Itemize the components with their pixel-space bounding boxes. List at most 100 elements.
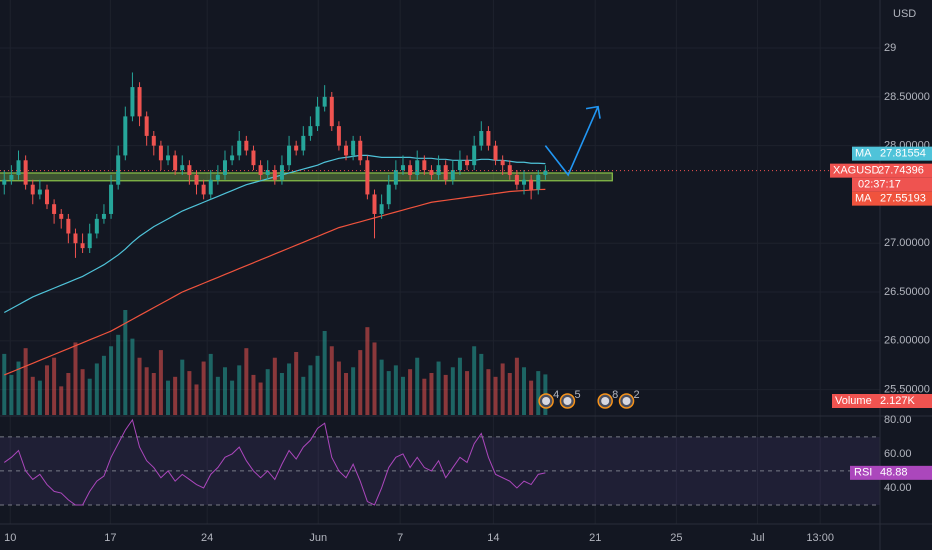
x-tick-label: Jun [309, 532, 327, 544]
volume-badge-name: Volume [835, 395, 872, 407]
rsi-badge [850, 465, 932, 480]
candle-body [457, 160, 462, 171]
arrow-head [585, 105, 601, 119]
candle-body [543, 170, 548, 175]
candle-body [344, 145, 349, 156]
candle-body [436, 165, 441, 175]
candle-body [522, 179, 527, 185]
x-tick-label: 21 [589, 532, 601, 544]
candle-body [44, 189, 49, 205]
event-flag [542, 397, 551, 405]
candle-body [408, 165, 413, 175]
candle-body [379, 204, 384, 214]
volume-bar [315, 355, 320, 415]
volume-bar [23, 348, 28, 415]
candle-body [294, 145, 299, 151]
volume-bar [294, 352, 299, 415]
volume-bar [465, 371, 470, 415]
candle-body [166, 155, 171, 161]
ma-blue-badge-name: MA [855, 148, 872, 160]
volume-bar [450, 367, 455, 415]
candle-body [465, 160, 470, 166]
volume-bar [123, 310, 128, 415]
volume-bar [59, 386, 64, 415]
volume-bar [379, 359, 384, 415]
volume-bar [87, 378, 92, 415]
price-badge [830, 163, 932, 178]
projection-arrow [544, 106, 599, 177]
volume-bar [500, 363, 505, 415]
candle-body [287, 145, 292, 166]
event-flag [622, 397, 631, 405]
candle-body [201, 184, 206, 195]
volume-bar [393, 365, 398, 415]
volume-bar [101, 355, 106, 415]
volume-bar [180, 359, 185, 415]
candle-body [130, 87, 135, 117]
candle-body [507, 165, 512, 175]
moving-average-line [4, 188, 546, 376]
candle-body [265, 170, 270, 175]
volume-bar [486, 369, 491, 415]
rsi-tick-label: 40.00 [884, 482, 912, 494]
volume-bar [158, 350, 163, 415]
volume-bar [166, 380, 171, 415]
ma-red-badge [852, 191, 932, 206]
candle-body [315, 106, 320, 127]
rsi-line [3, 418, 546, 506]
volume-bar [322, 331, 327, 415]
volume-bar [151, 373, 156, 415]
candle-body [251, 150, 256, 166]
y-tick-label: 26.50000 [884, 286, 930, 298]
volume-bar [443, 374, 448, 415]
candle-body [272, 170, 277, 180]
y-tick-label: 27.00000 [884, 237, 930, 249]
candle-body [123, 116, 128, 156]
candle-body [59, 213, 64, 219]
candle-body [258, 165, 263, 175]
candle-body [365, 160, 370, 195]
volume-bar [144, 367, 149, 415]
volume-bar [301, 376, 306, 415]
candle-body [500, 160, 505, 166]
candle-body [479, 131, 484, 146]
currency-bg [888, 6, 918, 22]
countdown: 02:37:17 [858, 179, 901, 191]
candle-body [308, 126, 313, 136]
volume-bar [308, 365, 313, 415]
volume-bar [52, 357, 57, 415]
volume-bar [529, 380, 534, 415]
volume-bar [116, 334, 121, 415]
volume-badge-value: 2.127K [880, 395, 916, 407]
volume-bar [472, 346, 477, 415]
volume-bar [372, 342, 377, 415]
volume-bar [230, 380, 235, 415]
x-tick-label: 7 [397, 532, 403, 544]
volume-bar [351, 367, 356, 415]
candle-body [322, 96, 327, 107]
candle-body [23, 160, 28, 185]
price-badge-value: 27.74396 [878, 165, 924, 177]
volume-bar [244, 348, 249, 415]
candle-body [109, 184, 114, 214]
volume-bar [386, 371, 391, 415]
candle-body [187, 165, 192, 175]
candle-body [137, 87, 142, 117]
volume-bar [258, 382, 263, 415]
price-badge-name: XAGUSD [833, 165, 880, 177]
event-count: 5 [574, 389, 580, 401]
candle-body [386, 184, 391, 205]
candle-body [329, 96, 334, 127]
volume-bar [37, 380, 42, 415]
volume-bar [408, 369, 413, 415]
candle-body [400, 165, 405, 171]
candle-body [9, 174, 14, 180]
candle-body [144, 116, 149, 136]
volume-bar [265, 369, 270, 415]
volume-bar [130, 338, 135, 415]
candle-body [429, 170, 434, 175]
volume-bar [2, 353, 7, 415]
candle-body [30, 184, 35, 195]
volume-bar [94, 363, 99, 415]
